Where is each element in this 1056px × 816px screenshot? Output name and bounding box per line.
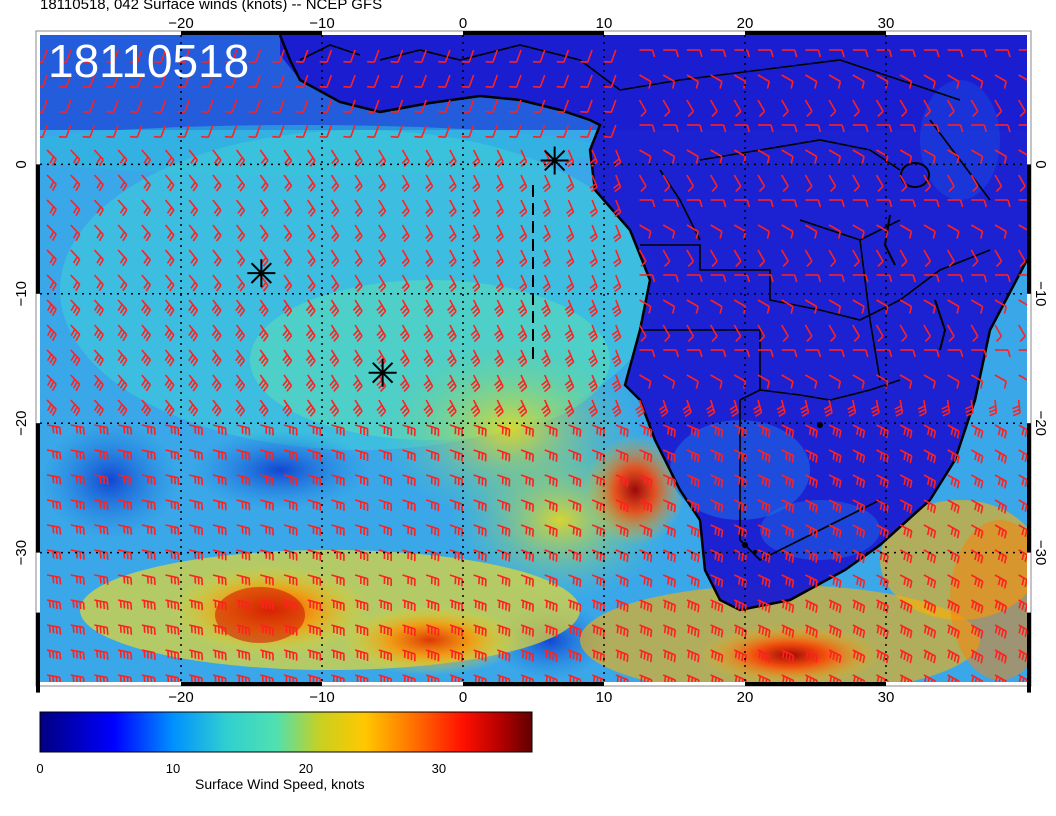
lat-tick-left: −30 [13, 540, 30, 565]
graticule [40, 35, 1027, 682]
lat-tick-left: −20 [13, 410, 30, 435]
colorbar-ticks: 0 10 20 30 [36, 761, 446, 776]
storm-marker-icon [540, 146, 569, 175]
colorbar-tick-label: 10 [166, 761, 180, 776]
lat-tick-left: −10 [13, 281, 30, 306]
lat-tick-right: 0 [1032, 160, 1049, 168]
lon-tick-bottom: 20 [737, 689, 754, 706]
lon-tick-bottom: −20 [168, 689, 193, 706]
lon-tick-top: 20 [737, 15, 754, 32]
lat-tick-right: −10 [1032, 281, 1049, 306]
africa-landmass [280, 35, 1027, 610]
colorbar-label: Surface Wind Speed, knots [195, 776, 365, 792]
axis-tick-labels: −20 −20 −10 −10 0 0 10 10 20 20 30 30 0 0 −10 −10 −20 −20… [13, 15, 1049, 706]
storm-marker-icon [368, 358, 397, 387]
lon-tick-bottom: 0 [459, 689, 467, 706]
time-stamp: 18110518 [48, 35, 250, 87]
lon-tick-top: −20 [168, 15, 193, 32]
lat-tick-right: −30 [1032, 540, 1049, 565]
page-title: 18110518, 042 Surface winds (knots) -- N… [40, 0, 383, 13]
lake-malawi [934, 299, 947, 351]
coastline [278, 35, 1027, 612]
lat-tick-left: 0 [13, 160, 30, 168]
colorbar-tick-label: 0 [36, 761, 43, 776]
lat-tick-right: −20 [1032, 410, 1049, 435]
wind-barbs [40, 49, 1027, 682]
lon-tick-bottom: 30 [878, 689, 895, 706]
colorbar [39, 711, 533, 753]
country-borders [299, 44, 991, 561]
colorbar-tick-label: 30 [432, 761, 446, 776]
lon-tick-bottom: −10 [309, 689, 334, 706]
lon-tick-bottom: 10 [596, 689, 613, 706]
lon-tick-top: −10 [309, 15, 334, 32]
lon-tick-top: 10 [596, 15, 613, 32]
lake-tanganyika [883, 214, 896, 266]
storm-markers [247, 146, 569, 387]
lon-tick-top: 30 [878, 15, 895, 32]
lon-tick-top: 0 [459, 15, 467, 32]
frame-tick-bars [36, 31, 1031, 693]
colorbar-tick-label: 20 [299, 761, 313, 776]
wind-speed-field [40, 35, 1027, 682]
storm-marker-icon [247, 259, 276, 288]
